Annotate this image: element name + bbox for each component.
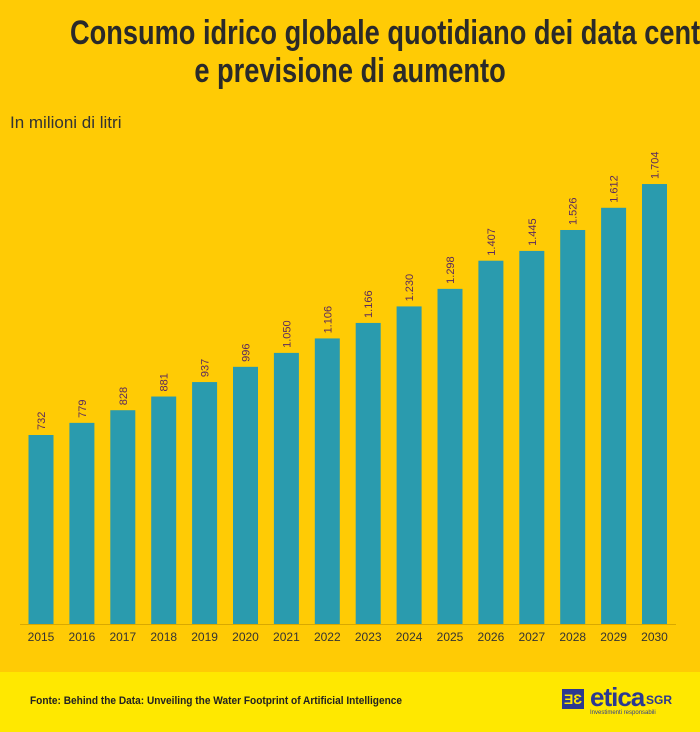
data-label-2021: 1.050 bbox=[281, 320, 293, 348]
data-label-2015: 732 bbox=[36, 412, 48, 430]
x-tick-2029: 2029 bbox=[600, 630, 627, 644]
bar-2028 bbox=[560, 229, 586, 624]
data-label-2020: 996 bbox=[241, 343, 253, 361]
data-label-2025: 1.298 bbox=[445, 256, 457, 284]
footer: Fonte: Behind the Data: Unveiling the Wa… bbox=[0, 672, 700, 732]
bar-2016 bbox=[69, 422, 95, 624]
y-axis-unit-label: In milioni di litri bbox=[10, 113, 122, 132]
title-line-1: Consumo idrico globale quotidiano dei da… bbox=[70, 14, 700, 52]
bar-2026 bbox=[478, 260, 504, 624]
x-tick-2028: 2028 bbox=[559, 630, 586, 644]
bar-2017 bbox=[110, 410, 136, 624]
bar-2020 bbox=[233, 366, 258, 624]
x-tick-2022: 2022 bbox=[314, 630, 341, 644]
bar-2024 bbox=[396, 306, 422, 624]
bar-2019 bbox=[192, 382, 218, 624]
x-tick-2020: 2020 bbox=[232, 630, 259, 644]
data-label-2019: 937 bbox=[200, 359, 212, 377]
logo-tagline: Investimenti responsabili bbox=[590, 710, 656, 716]
data-label-2026: 1.407 bbox=[486, 228, 498, 256]
data-label-2024: 1.230 bbox=[404, 274, 416, 302]
bar-2027 bbox=[519, 250, 545, 624]
x-tick-2025: 2025 bbox=[437, 630, 464, 644]
data-label-2017: 828 bbox=[118, 387, 130, 405]
x-tick-2023: 2023 bbox=[355, 630, 382, 644]
data-label-2029: 1.612 bbox=[609, 175, 621, 203]
title-line-2: e previsione di aumento bbox=[194, 52, 506, 90]
x-tick-2016: 2016 bbox=[69, 630, 96, 644]
x-tick-2027: 2027 bbox=[518, 630, 545, 644]
data-label-2027: 1.445 bbox=[527, 218, 539, 246]
x-tick-2018: 2018 bbox=[150, 630, 177, 644]
data-label-2016: 779 bbox=[77, 400, 89, 418]
bar-2029 bbox=[601, 207, 627, 624]
bar-2022 bbox=[314, 338, 340, 624]
x-tick-2026: 2026 bbox=[478, 630, 505, 644]
x-tick-2015: 2015 bbox=[28, 630, 55, 644]
data-label-2023: 1.166 bbox=[363, 290, 375, 318]
logo-suffix: SGR bbox=[646, 693, 673, 707]
data-label-2030: 1.704 bbox=[650, 152, 662, 180]
source-note: Fonte: Behind the Data: Unveiling the Wa… bbox=[30, 695, 403, 707]
logo-mark-icon: ƎƐ bbox=[562, 689, 584, 709]
bar-2023 bbox=[355, 322, 381, 624]
chart-title: Consumo idrico globale quotidiano dei da… bbox=[0, 14, 700, 90]
bar-2015 bbox=[28, 435, 54, 624]
etica-sgr-logo: ƎƐ etica SGR Investimenti responsabili bbox=[562, 682, 692, 718]
x-tick-2021: 2021 bbox=[273, 630, 300, 644]
data-label-2022: 1.106 bbox=[322, 306, 334, 334]
bar-2025 bbox=[437, 288, 463, 624]
logo-word: etica bbox=[590, 682, 645, 712]
x-tick-2017: 2017 bbox=[109, 630, 136, 644]
bar-2030 bbox=[642, 184, 667, 625]
x-tick-2019: 2019 bbox=[191, 630, 218, 644]
x-tick-2030: 2030 bbox=[641, 630, 668, 644]
data-label-2018: 881 bbox=[159, 373, 171, 391]
bar-chart: 732 2015 779 2016 828 2017 881 2018 937 2019 996 20… bbox=[20, 152, 676, 644]
data-label-2028: 1.526 bbox=[568, 197, 580, 225]
x-tick-2024: 2024 bbox=[396, 630, 423, 644]
bar-2018 bbox=[151, 396, 177, 624]
bar-2021 bbox=[273, 352, 299, 624]
